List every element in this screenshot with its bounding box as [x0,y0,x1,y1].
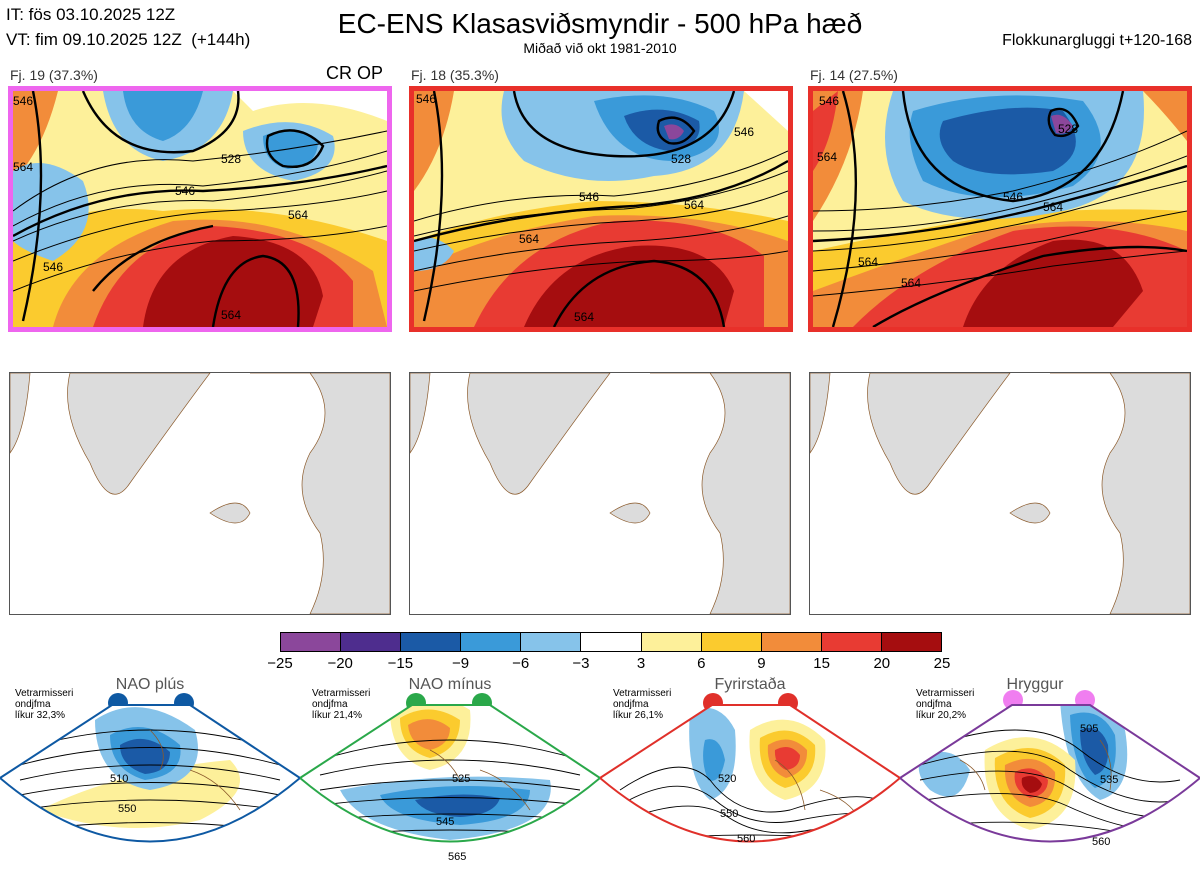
issue-time: IT: fös 03.10.2025 12Z [6,5,176,24]
contour-label: 546 [13,94,33,108]
legend-swatch [520,633,581,651]
regime-1-note: Vetrarmisseri ondjfma líkur 32,3% [15,688,74,721]
regime-3-title: Fyrirstaða [714,676,786,693]
legend-tick-label: −25 [267,655,293,672]
regime-3-map: 520 550 560 [600,704,900,845]
legend-swatch [760,633,821,651]
cluster-1-map-svg: 546 528 546 564 564 546 564 [13,91,387,327]
contour-label: 564 [901,276,921,290]
cluster-2-label: Fj. 18 (35.3%) [411,67,499,83]
regime-4-map: 505 535 560 [900,704,1200,848]
base-map-1-svg [9,372,391,615]
legend-swatch [880,633,942,651]
legend-tick-label: −20 [327,655,353,672]
regime-contour-label: 510 [110,773,128,785]
contour-label: 564 [519,232,539,246]
contour-label: 564 [221,308,241,322]
contour-label: 564 [684,198,704,212]
contour-label: 564 [817,150,837,164]
base-map-2 [409,372,791,615]
contour-label: 546 [734,125,754,139]
cluster-1-tag: CR OP [326,63,384,83]
contour-label: 564 [1043,200,1063,214]
legend-swatch [281,633,341,651]
regime-contour-label: 520 [718,773,736,785]
contour-label: 564 [574,310,594,324]
cluster-2-map-svg: 546 528 546 564 564 564 546 [414,91,788,327]
cluster-2-map: 546 528 546 564 564 564 546 [409,86,793,332]
color-legend [280,632,942,652]
base-map-2-svg [409,372,791,615]
chart-title: EC-ENS Klasasviðsmyndir - 500 hPa hæð [337,8,863,39]
regime-3-note: Vetrarmisseri ondjfma líkur 26,1% [613,688,672,721]
legend-tick-label: −9 [451,655,470,672]
base-map-3-svg [809,372,1191,615]
legend-tick-label: 25 [933,655,951,672]
cluster-3-label: Fj. 14 (27.5%) [810,67,898,83]
contour-label: 546 [819,94,839,108]
contour-label: 546 [175,184,195,198]
cluster-1-map: 546 528 546 564 564 546 564 [8,86,392,332]
contour-label: 528 [221,152,241,166]
regime-2-map: 525 545 565 [300,704,600,863]
contour-label: 546 [43,260,63,274]
regime-4-title: Hryggur [1006,676,1064,693]
regime-1-title: NAO plús [115,676,185,693]
cluster-3-map: 546 564 528 546 564 564 564 [808,86,1192,332]
regime-1-map: 510 550 [0,704,300,843]
regime-contour-label: 560 [1092,836,1110,848]
legend-swatch [700,633,761,651]
regime-contour-label: 545 [436,816,454,828]
contour-label: 564 [858,255,878,269]
cluster-3-map-svg: 546 564 528 546 564 564 564 [813,91,1187,327]
contour-label: 546 [1003,190,1023,204]
contour-label: 564 [288,208,308,222]
regime-contour-label: 535 [1100,774,1118,786]
regime-2-note: Vetrarmisseri ondjfma líkur 21,4% [312,688,371,721]
regime-contour-label: 560 [737,833,755,845]
legend-tick-label: 6 [697,655,706,672]
legend-tick-label: −15 [387,655,414,672]
contour-label: 528 [1058,122,1078,136]
regime-4-note: Vetrarmisseri ondjfma líkur 20,2% [916,688,975,721]
legend-swatch [340,633,401,651]
classification-window: Flokkunargluggi t+120-168 [1002,32,1192,49]
legend-tick-label: 9 [757,655,766,672]
legend-tick-label: −3 [572,655,590,672]
base-map-1 [9,372,391,615]
legend-swatch [460,633,521,651]
contour-label: 546 [579,190,599,204]
legend-tick-label: 15 [813,655,830,672]
valid-time: VT: fim 09.10.2025 12Z (+144h) [6,30,251,49]
contour-label: 528 [671,152,691,166]
legend-swatch [580,633,641,651]
regime-contour-label: 565 [448,851,466,863]
legend-swatch [820,633,881,651]
legend-swatch [640,633,701,651]
chart-subtitle: Miðað við okt 1981-2010 [523,40,677,56]
cluster-1-label: Fj. 19 (37.3%) [10,67,98,83]
contour-label: 546 [416,92,436,106]
contour-label: 564 [13,160,33,174]
regime-2-title: NAO mínus [408,676,492,693]
legend-tick-label: −6 [512,655,530,672]
legend-tick-label: 20 [873,655,891,672]
regime-contour-label: 505 [1080,723,1098,735]
regime-contour-label: 550 [720,808,738,820]
regime-contour-label: 525 [452,773,470,785]
base-map-3 [809,372,1191,615]
legend-ticks: −25 −20 −15 −9 −6 −3 3 6 9 15 20 25 [267,655,950,675]
legend-swatch [400,633,461,651]
regime-contour-label: 550 [118,803,136,815]
legend-tick-label: 3 [636,655,646,672]
